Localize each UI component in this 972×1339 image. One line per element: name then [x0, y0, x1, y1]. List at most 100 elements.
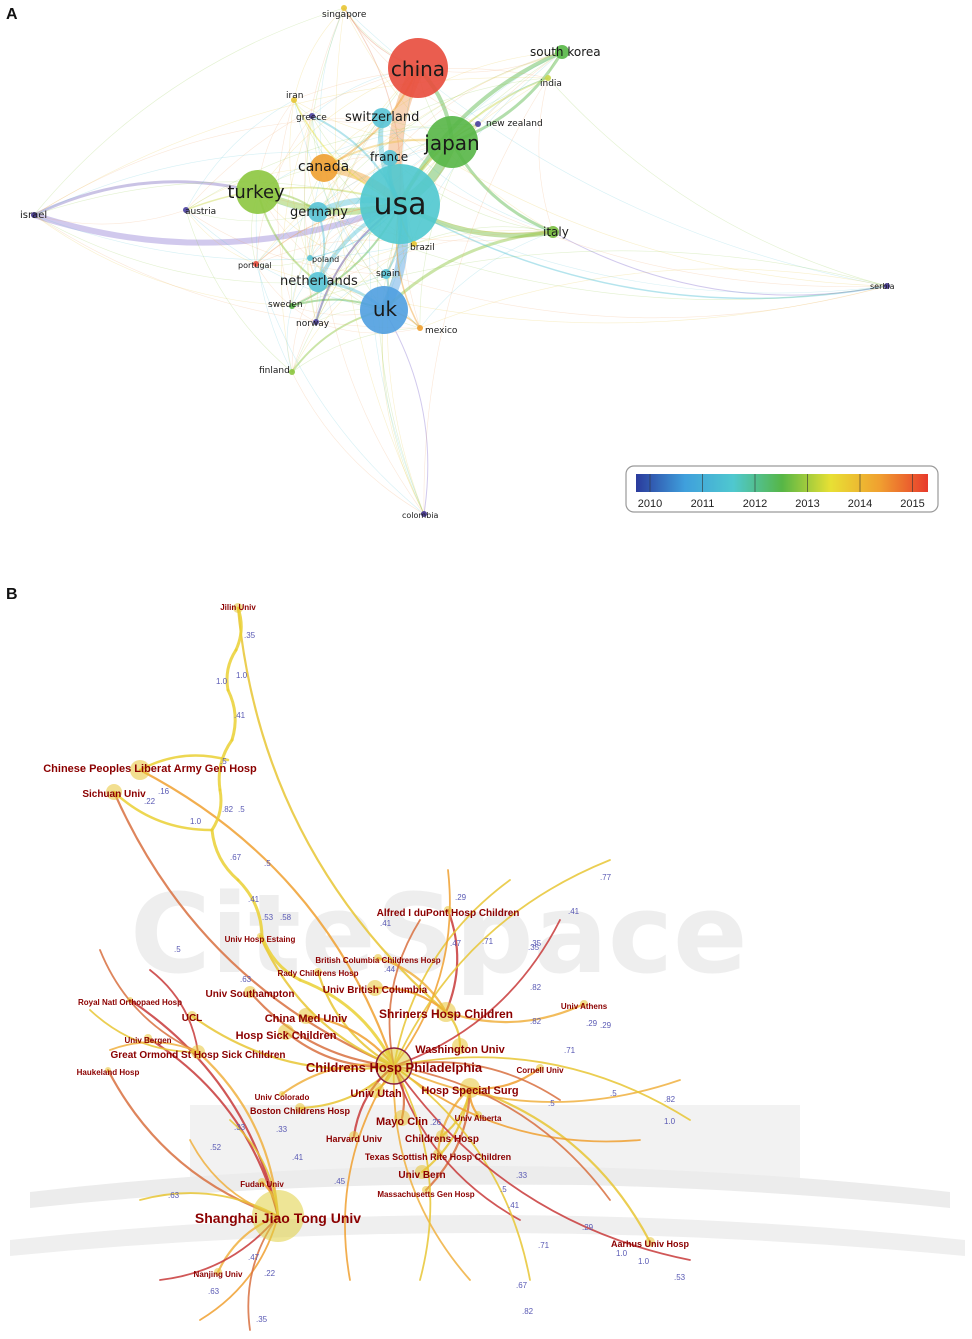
institution-node-texas-scottish-rite-hosp-children [433, 1149, 443, 1159]
link-strength-label: 1.0 [236, 671, 248, 680]
institution-link [234, 606, 243, 652]
country-link-faint [185, 67, 419, 211]
link-strength-label: .5 [548, 1099, 555, 1108]
link-strength-label: .29 [455, 893, 467, 902]
country-node-greece [309, 113, 315, 119]
country-link-faint [319, 7, 345, 169]
institution-label-sichuan-univ: Sichuan Univ [82, 789, 146, 800]
institution-label-univ-alberta: Univ Alberta [455, 1114, 502, 1123]
link-strength-label: .5 [610, 1089, 617, 1098]
country-label-colombia: colombia [402, 511, 439, 520]
link-strength-label: 1.0 [216, 677, 228, 686]
country-link-faint [185, 209, 385, 311]
country-label-canada: canada [298, 159, 349, 175]
country-link-faint [381, 117, 554, 233]
link-strength-label: .29 [586, 1019, 598, 1028]
panel-a: A singapore china south korea india iran gree… [0, 0, 972, 560]
link-strength-label: .58 [280, 913, 292, 922]
link-strength-label: .63 [208, 1287, 220, 1296]
country-nodes: singapore china south korea india iran greece… [20, 5, 895, 520]
link-strength-label: .33 [516, 1171, 528, 1180]
link-strength-label: .52 [210, 1143, 222, 1152]
country-label-sweden: sweden [268, 300, 303, 310]
country-link-faint [33, 209, 187, 225]
country-link-faint [33, 7, 345, 216]
institution-link [236, 878, 264, 938]
link-strength-label: .5 [238, 805, 245, 814]
country-link-faint [315, 321, 421, 334]
institution-node-cornell-univ [536, 1064, 544, 1072]
institution-label-haukeland-hosp: Haukeland Hosp [77, 1068, 140, 1077]
institution-node-shanghai-jiao-tong-univ [252, 1190, 304, 1242]
institution-link [393, 879, 511, 1067]
institution-network: CiteSpace .351.01.0.41.5.5.82.51.0.16.22… [10, 603, 965, 1331]
link-strength-label: .29 [600, 1021, 612, 1030]
country-link-faint [289, 99, 319, 283]
country-edges [33, 7, 888, 515]
country-node-usa [360, 164, 440, 244]
country-node-austria [183, 207, 189, 213]
country-node-serbia [884, 283, 890, 289]
link-strength-label: .82 [530, 983, 542, 992]
institution-label-cornell-univ: Cornell Univ [516, 1066, 564, 1075]
country-link [399, 203, 888, 300]
country-label-austria: austria [185, 207, 216, 217]
institution-label-alfred-i-dupont-hosp-children: Alfred I duPont Hosp Children [377, 908, 520, 919]
institution-label-univ-athens: Univ Athens [561, 1002, 608, 1011]
country-label-switzerland: switzerland [345, 110, 419, 125]
link-strength-label: .35 [528, 943, 540, 952]
country-link [552, 231, 888, 296]
country-link-faint [33, 117, 383, 216]
country-link-faint [291, 371, 425, 515]
institution-link [444, 1002, 586, 1024]
country-link-faint [255, 141, 453, 265]
link-strength-label: .41 [568, 907, 580, 916]
country-node-spain [381, 269, 391, 279]
institution-label-univ-bergen: Univ Bergen [124, 1036, 171, 1045]
link-strength-label: .5 [264, 859, 271, 868]
country-link-faint [308, 211, 319, 323]
institution-link [393, 1056, 691, 1121]
country-link-faint [317, 211, 554, 242]
institution-link [444, 908, 459, 1014]
institution-node-nanjing-univ [214, 1268, 222, 1276]
country-link-faint [386, 203, 425, 515]
legend-tick-2013: 2013 [795, 498, 819, 510]
link-strength-label: .71 [482, 937, 494, 946]
institution-link [149, 969, 199, 1053]
link-strength-label: .63 [240, 975, 252, 984]
country-link-faint [277, 99, 295, 307]
country-node-china [388, 38, 448, 98]
legend-color-bar [636, 474, 928, 492]
country-label-new-zealand: new zealand [486, 119, 543, 129]
institution-label-univ-utah: Univ Utah [350, 1088, 402, 1100]
country-link-faint [311, 115, 387, 275]
institution-link [109, 1041, 199, 1053]
link-strength-label: .47 [248, 1253, 260, 1262]
institution-label-massachusetts-gen-hosp: Massachusetts Gen Hosp [377, 1190, 474, 1199]
institution-link [210, 788, 223, 832]
institution-label-british-columbia-childrens-hosp: British Columbia Childrens Hosp [315, 956, 440, 965]
country-link-faint [381, 51, 563, 119]
institution-label-jilin-univ: Jilin Univ [220, 603, 256, 612]
country-link-faint [399, 203, 888, 294]
country-link-faint [291, 67, 419, 307]
country-link [33, 201, 402, 246]
link-strength-label: .41 [248, 895, 260, 904]
legend-tick-2011: 2011 [691, 498, 715, 510]
country-link-faint [281, 115, 313, 373]
country-link-faint [291, 167, 325, 307]
link-strength-label: 1.0 [616, 1249, 628, 1258]
institution-link [99, 949, 199, 1053]
institution-link [190, 1014, 396, 1071]
country-node-south-korea [555, 45, 569, 59]
institution-label-hosp-special-surg: Hosp Special Surg [421, 1085, 518, 1097]
link-strength-label: .35 [244, 631, 256, 640]
link-strength-label: .82 [664, 1095, 676, 1104]
link-strength-label: 1.0 [664, 1117, 676, 1126]
institution-label-univ-hosp-estaing: Univ Hosp Estaing [225, 935, 296, 944]
institution-label-rady-childrens-hosp: Rady Childrens Hosp [278, 969, 359, 978]
link-strength-label: .67 [516, 1281, 528, 1290]
country-label-poland: poland [312, 255, 339, 264]
institution-link [393, 919, 561, 1067]
